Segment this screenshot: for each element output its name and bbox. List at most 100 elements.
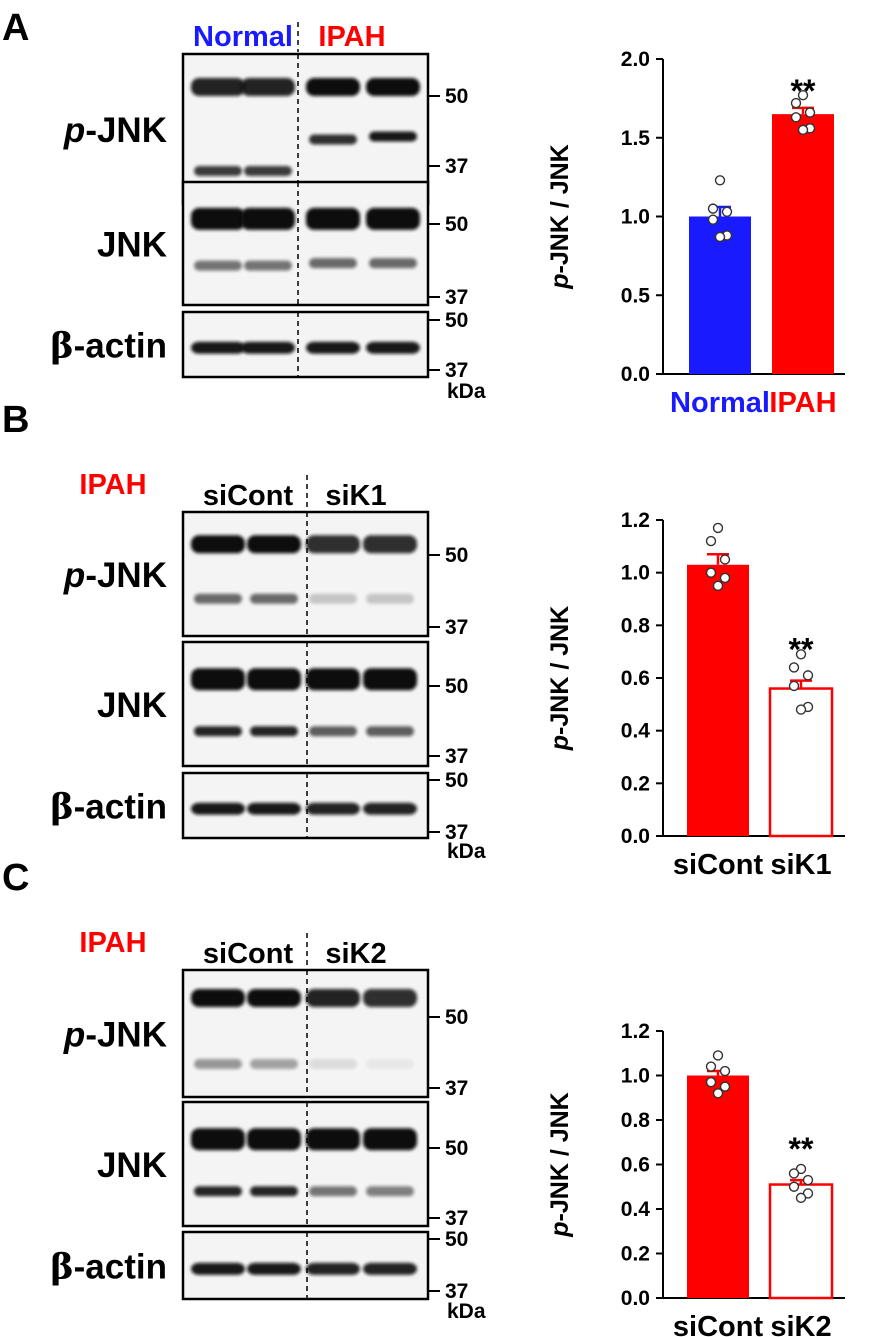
y-tick-label: 0.2 xyxy=(621,772,650,795)
data-point xyxy=(705,1061,717,1072)
data-point xyxy=(788,662,800,673)
data-point xyxy=(788,680,800,692)
data-point xyxy=(712,522,724,534)
protein-band xyxy=(191,341,245,354)
category-label: siCont xyxy=(673,849,764,881)
protein-band xyxy=(363,1262,417,1275)
protein-band xyxy=(306,1128,360,1151)
bar xyxy=(768,1183,834,1300)
y-tick-label: 1.2 xyxy=(621,509,650,532)
charts-layer: 0.00.51.01.52.0p-JNK / JNKNormal**IPAH0.… xyxy=(546,48,845,1337)
kda-tick-label: 37 xyxy=(445,1207,468,1230)
protein-band xyxy=(191,78,245,96)
panel-letter: A xyxy=(2,7,29,49)
y-tick-label: 0.0 xyxy=(621,1287,650,1310)
kda-tick-label: 37 xyxy=(445,1077,468,1100)
protein-band xyxy=(250,1186,298,1197)
row-label-main: -actin xyxy=(74,788,167,827)
protein-band xyxy=(309,593,357,604)
data-point xyxy=(795,704,807,715)
protein-band xyxy=(363,988,417,1007)
y-axis-title: p-JNK / JNK xyxy=(546,144,574,289)
blot-row-label: β-actin xyxy=(50,1247,167,1288)
protein-band xyxy=(191,535,245,554)
data-point xyxy=(797,124,809,136)
row-label-main: -JNK xyxy=(85,1016,167,1055)
protein-band xyxy=(366,78,420,96)
protein-band xyxy=(309,134,357,145)
condition-heading: IPAH xyxy=(79,469,146,501)
blot-frame xyxy=(181,180,430,307)
y-axis-title-prefix: p xyxy=(546,735,574,751)
kda-tick-label: 50 xyxy=(445,309,468,332)
blot-jnk: JNK 50 37 xyxy=(97,640,468,768)
kda-tick-label: 50 xyxy=(445,213,468,236)
kda-tick-label: 50 xyxy=(445,85,468,108)
data-point xyxy=(714,175,726,186)
protein-band xyxy=(369,258,417,269)
y-tick-label: 1.0 xyxy=(621,1065,650,1088)
row-label-main: JNK xyxy=(97,226,167,265)
protein-band xyxy=(366,341,420,354)
y-tick-label: 0.4 xyxy=(621,1198,651,1221)
blot-beta-actin: β-actin 50 37 xyxy=(50,1228,468,1303)
data-point xyxy=(719,554,731,565)
blot-row-label: p-JNK xyxy=(63,556,167,595)
data-point xyxy=(795,649,807,660)
category-label: siCont xyxy=(673,1311,764,1337)
protein-band xyxy=(241,78,295,96)
row-label-main: -JNK xyxy=(85,111,167,150)
category-label: Normal xyxy=(670,387,770,419)
lane-group-label: siK2 xyxy=(325,938,386,970)
lane-group-label: siK1 xyxy=(325,480,386,512)
y-tick-label: 0.0 xyxy=(621,363,650,386)
protein-band xyxy=(191,1262,245,1275)
protein-band xyxy=(306,78,360,96)
protein-band xyxy=(366,1058,414,1069)
blot-row-label: β-actin xyxy=(50,787,167,828)
y-tick-label: 0.6 xyxy=(621,667,650,690)
protein-band xyxy=(194,726,242,737)
protein-band xyxy=(366,726,414,737)
blot-jnk: JNK 50 37 xyxy=(97,1100,468,1230)
protein-band xyxy=(306,1262,360,1275)
data-point xyxy=(712,580,724,592)
category-label: siK2 xyxy=(770,1311,831,1337)
bar-chart-c: 0.0 0.2 0.4 0.6 0.8 1.0 1.2 p-JNK / JNK siCont **… xyxy=(546,1020,845,1337)
protein-band xyxy=(306,535,360,554)
condition-heading: IPAH xyxy=(79,927,146,959)
protein-band xyxy=(366,207,420,230)
y-tick-label: 0.4 xyxy=(621,720,651,743)
protein-band xyxy=(309,1186,357,1197)
lane-group-label: siCont xyxy=(203,480,294,512)
y-tick-label: 0.6 xyxy=(621,1154,650,1177)
protein-band xyxy=(191,802,245,815)
data-point xyxy=(802,670,814,681)
blot-frame xyxy=(181,1100,430,1228)
protein-band xyxy=(247,1128,301,1151)
protein-band xyxy=(363,1128,417,1151)
data-point xyxy=(797,90,809,101)
data-point xyxy=(719,1081,731,1092)
bar xyxy=(687,1075,749,1298)
data-point xyxy=(712,1050,724,1061)
bar xyxy=(687,564,749,836)
protein-band xyxy=(309,258,357,269)
kda-tick-label: 37 xyxy=(445,1280,468,1303)
y-tick-label: 0.5 xyxy=(621,284,651,307)
kda-tick-label: 50 xyxy=(445,1137,468,1160)
protein-band xyxy=(363,668,417,691)
protein-band xyxy=(191,1128,245,1151)
bar xyxy=(772,114,834,374)
protein-band xyxy=(366,1186,414,1197)
y-axis-title-main: -JNK / JNK xyxy=(546,144,574,273)
data-point xyxy=(788,1168,800,1179)
y-tick-label: 1.2 xyxy=(621,1020,650,1043)
protein-band xyxy=(363,802,417,815)
data-point xyxy=(721,206,733,217)
protein-band xyxy=(241,207,295,230)
y-axis-title: p-JNK / JNK xyxy=(546,606,574,751)
bar-chart-a: 0.0 0.5 1.0 1.5 2.0 p-JNK / JNK Normal ** IPAH xyxy=(546,48,845,419)
kda-tick-label: 37 xyxy=(445,286,468,309)
